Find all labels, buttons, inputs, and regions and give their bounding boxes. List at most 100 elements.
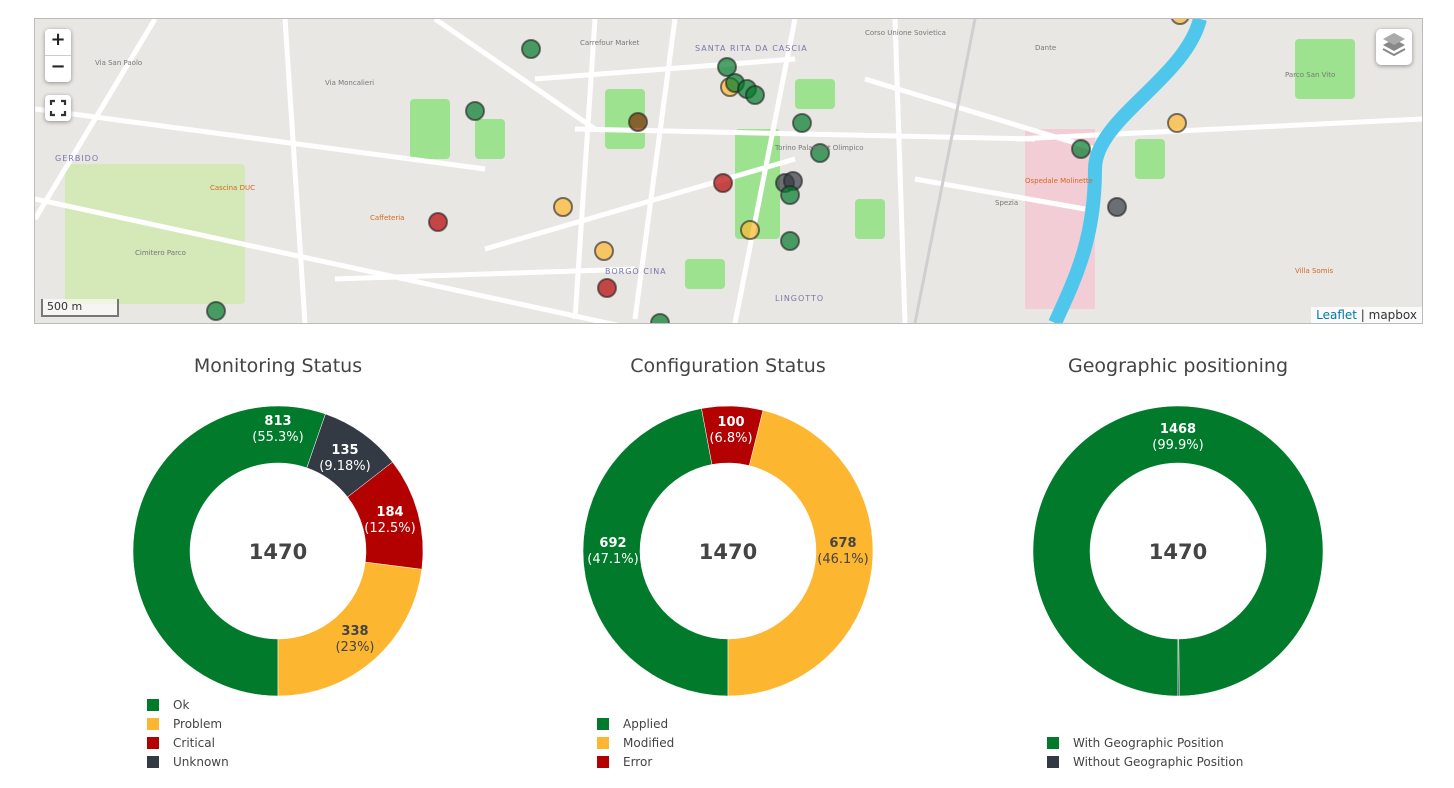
device-marker[interactable] [206, 301, 226, 321]
chart-title: Monitoring Status [193, 355, 363, 377]
map-label: Carrefour Market [580, 39, 640, 47]
legend-item[interactable]: Error [597, 752, 674, 771]
park-area [475, 119, 505, 159]
donut-total: 1470 [1149, 540, 1207, 564]
road [1014, 116, 1422, 142]
slice-value-label: 692 [599, 536, 626, 551]
device-marker[interactable] [717, 57, 737, 77]
legend-label: Ok [173, 697, 190, 712]
road [574, 126, 1036, 142]
legend-item[interactable]: Problem [147, 714, 229, 733]
road [732, 19, 798, 323]
device-marker[interactable] [521, 39, 541, 59]
park-area [65, 164, 245, 304]
map-label: GERBIDO [55, 154, 100, 163]
zoom-out-button[interactable]: − [45, 55, 71, 82]
device-marker[interactable] [650, 313, 670, 323]
road [282, 19, 308, 323]
donut-slice-error[interactable] [701, 405, 764, 466]
chart-legend: Ok Problem Critical Unknown [147, 695, 229, 771]
map[interactable]: GERBIDO SANTA RITA DA CASCIA BORGO CINA LIN… [34, 18, 1423, 324]
map-label: Via Moncalieri [325, 79, 375, 87]
donut-chart: 1468(99.9%) 1470 [1032, 405, 1324, 697]
donut-slice-unknown[interactable] [306, 413, 393, 498]
map-label: BORGO CINA [605, 267, 667, 276]
donut-slice-ok[interactable] [132, 405, 326, 697]
device-marker[interactable] [628, 112, 648, 132]
device-marker[interactable] [1170, 19, 1190, 25]
device-marker[interactable] [1107, 197, 1127, 217]
slice-value-label: 100 [717, 415, 744, 430]
river [1048, 19, 1207, 323]
donut-slice-applied[interactable] [582, 408, 729, 697]
legend-item[interactable]: Critical [147, 733, 229, 752]
legend-swatch [597, 755, 609, 768]
legend-swatch [147, 717, 159, 730]
legend-item[interactable]: Ok [147, 695, 229, 714]
map-label: Caffeteria [370, 214, 405, 222]
leaflet-link[interactable]: Leaflet [1316, 308, 1357, 322]
device-marker[interactable] [465, 101, 485, 121]
map-scale: 500 m [41, 299, 119, 317]
legend-swatch [147, 736, 159, 749]
legend-item[interactable]: Applied [597, 714, 674, 733]
legend-swatch [1047, 755, 1059, 768]
device-marker[interactable] [428, 212, 448, 232]
donut-slice-with-geographic-position[interactable] [1032, 405, 1324, 697]
device-marker[interactable] [594, 241, 614, 261]
device-marker[interactable] [780, 185, 800, 205]
map-label: Dante [1035, 44, 1057, 52]
zoom-in-button[interactable]: + [50, 29, 66, 50]
map-tiles[interactable] [35, 19, 1422, 323]
road [484, 156, 796, 252]
legend-swatch [147, 755, 159, 768]
device-marker[interactable] [780, 231, 800, 251]
device-marker[interactable] [1071, 139, 1091, 159]
device-marker[interactable] [740, 220, 760, 240]
railway [913, 19, 977, 323]
device-marker[interactable] [1167, 113, 1187, 133]
legend-swatch [597, 717, 609, 730]
layers-button[interactable] [1376, 29, 1412, 65]
legend-swatch [597, 736, 609, 749]
slice-percent-label: (23%) [335, 640, 374, 655]
park-area [410, 99, 450, 159]
map-label: Cimitero Parco [135, 249, 186, 257]
legend-swatch [1047, 736, 1059, 749]
slice-value-label: 184 [376, 505, 403, 520]
device-marker[interactable] [792, 113, 812, 133]
legend-label: Critical [173, 735, 215, 750]
map-label: Parco San Vito [1285, 71, 1336, 79]
fullscreen-icon [49, 99, 67, 117]
legend-item[interactable]: Modified [597, 733, 674, 752]
legend-label: With Geographic Position [1073, 735, 1224, 750]
park-area [1135, 139, 1165, 179]
road [433, 19, 597, 132]
road [534, 56, 796, 82]
park-area [605, 89, 645, 149]
donut-total: 1470 [249, 540, 307, 564]
slice-percent-label: (46.1%) [817, 552, 868, 567]
device-marker[interactable] [810, 143, 830, 163]
legend-label: Modified [623, 735, 675, 750]
slice-value-label: 338 [341, 624, 368, 639]
map-label: Via San Paolo [95, 59, 143, 67]
device-marker[interactable] [553, 197, 573, 217]
road [35, 106, 486, 172]
chart-title: Geographic positioning [1067, 355, 1289, 377]
map-label: Torino Palasport Olimpico [775, 144, 864, 152]
legend-item[interactable]: Unknown [147, 752, 229, 771]
legend-item[interactable]: Without Geographic Position [1047, 752, 1243, 771]
slice-percent-label: (12.5%) [364, 521, 415, 536]
donut-chart: 692(47.1%) 678(46.1%) 100(6.8%) 1470 [582, 405, 874, 697]
device-marker[interactable] [713, 173, 733, 193]
donut-slice-without-geographic-position[interactable] [1177, 638, 1180, 697]
legend-item[interactable]: With Geographic Position [1047, 733, 1243, 752]
park-area [855, 199, 885, 239]
device-marker[interactable] [745, 85, 765, 105]
legend-label: Problem [173, 716, 223, 731]
fullscreen-button[interactable] [45, 95, 71, 121]
chart-legend: With Geographic Position Without Geograph… [1047, 733, 1243, 771]
device-marker[interactable] [597, 278, 617, 298]
